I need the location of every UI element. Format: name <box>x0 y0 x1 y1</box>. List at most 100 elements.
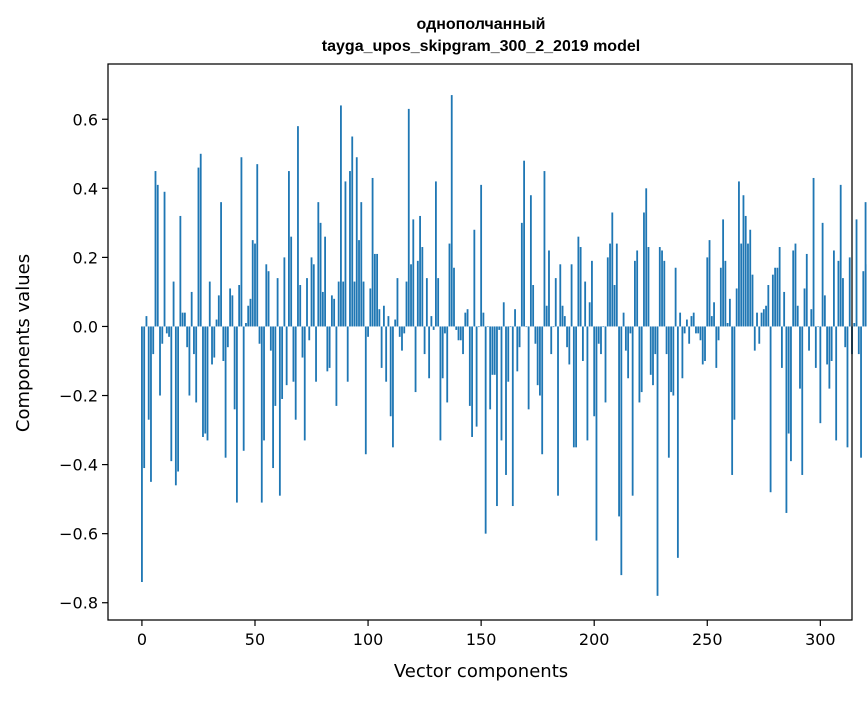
bar <box>824 295 826 326</box>
bar <box>381 326 383 367</box>
bar <box>858 326 860 354</box>
bar <box>700 326 702 340</box>
bar <box>148 326 150 419</box>
y-tick-label: −0.4 <box>59 456 98 475</box>
bar <box>779 247 781 326</box>
bar <box>487 326 489 327</box>
bar <box>659 247 661 326</box>
bar <box>767 285 769 326</box>
bar <box>492 326 494 374</box>
bar <box>437 278 439 326</box>
bar <box>261 326 263 502</box>
bar <box>776 268 778 327</box>
bar <box>720 268 722 327</box>
bar <box>598 326 600 343</box>
bar <box>544 171 546 326</box>
bar <box>679 313 681 327</box>
bar <box>512 326 514 506</box>
bar <box>636 250 638 326</box>
bar <box>455 326 457 329</box>
bar <box>168 326 170 336</box>
y-tick-label: 0.2 <box>73 248 98 267</box>
bar <box>320 223 322 327</box>
bar <box>677 326 679 557</box>
bar <box>415 326 417 392</box>
bar <box>369 288 371 326</box>
bar <box>363 282 365 327</box>
bar <box>596 326 598 540</box>
bar <box>408 109 410 327</box>
bar <box>421 247 423 326</box>
bar <box>293 326 295 381</box>
bar <box>442 326 444 378</box>
bar <box>623 313 625 327</box>
bar <box>668 326 670 457</box>
bar <box>216 320 218 327</box>
bar <box>632 326 634 495</box>
bar <box>299 285 301 326</box>
bar <box>175 326 177 485</box>
bar <box>401 326 403 350</box>
bar <box>191 292 193 327</box>
bar <box>539 326 541 395</box>
bar <box>326 326 328 371</box>
bar <box>781 326 783 367</box>
bar <box>724 261 726 327</box>
bar <box>722 219 724 326</box>
bar <box>430 316 432 326</box>
bar <box>336 326 338 405</box>
bar <box>774 268 776 327</box>
bar <box>801 326 803 475</box>
bar <box>607 257 609 326</box>
bar <box>792 250 794 326</box>
bar <box>372 178 374 327</box>
bar <box>541 326 543 454</box>
bar <box>614 285 616 326</box>
bar <box>600 326 602 354</box>
x-axis-label: Vector components <box>394 661 568 682</box>
bar <box>485 326 487 533</box>
bar <box>810 309 812 326</box>
bar <box>311 257 313 326</box>
bar <box>211 326 213 364</box>
bar <box>688 326 690 343</box>
bar <box>177 326 179 471</box>
bar <box>822 223 824 327</box>
y-tick-label: −0.8 <box>59 594 98 613</box>
chart-title: однополчанный <box>417 16 546 33</box>
bar <box>645 188 647 326</box>
x-tick-label: 150 <box>466 630 497 649</box>
bar <box>295 326 297 419</box>
bar <box>218 295 220 326</box>
bar <box>691 316 693 326</box>
bar <box>243 326 245 450</box>
bar <box>250 299 252 327</box>
y-tick-label: 0.4 <box>73 179 98 198</box>
bar <box>736 288 738 326</box>
bar <box>571 264 573 326</box>
bar <box>403 326 405 333</box>
bar <box>315 326 317 381</box>
bar <box>799 326 801 388</box>
bar <box>288 171 290 326</box>
bar <box>562 306 564 327</box>
bar <box>765 306 767 327</box>
bar <box>684 326 686 333</box>
bar <box>173 282 175 327</box>
bar <box>281 326 283 399</box>
bar <box>254 244 256 327</box>
bar <box>514 309 516 326</box>
bar <box>840 185 842 327</box>
bar <box>399 326 401 336</box>
bar <box>157 185 159 327</box>
bar <box>772 275 774 327</box>
bar <box>648 247 650 326</box>
bar <box>738 181 740 326</box>
bar <box>548 250 550 326</box>
bar <box>697 326 699 333</box>
bar <box>247 306 249 327</box>
bar <box>634 261 636 327</box>
bar <box>550 326 552 354</box>
chart-subtitle: tayga_upos_skipgram_300_2_2019 model <box>322 38 640 55</box>
bar <box>268 271 270 326</box>
